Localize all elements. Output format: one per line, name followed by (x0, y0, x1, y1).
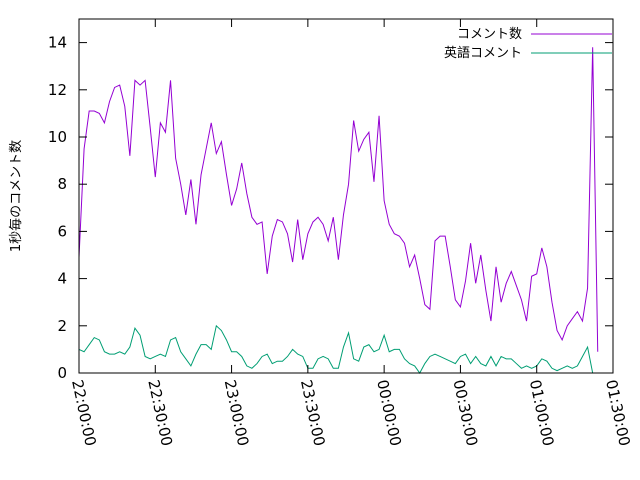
y-tick-label: 0 (57, 364, 67, 382)
y-tick-label: 10 (48, 128, 67, 146)
y-tick-label: 4 (57, 270, 67, 288)
y-tick-label: 2 (57, 317, 67, 335)
x-tick-label: 23:00:00 (221, 378, 253, 448)
series-line-2 (78, 324, 594, 374)
x-tick-label: 01:30:00 (602, 378, 634, 448)
y-tick-label: 8 (57, 175, 67, 193)
legend-label-1: コメント数 (457, 27, 522, 42)
legend-label-2: 英語コメント (444, 45, 522, 61)
x-tick-label: 23:30:00 (297, 378, 329, 448)
series-layer (78, 47, 599, 374)
series-line-1 (78, 47, 599, 352)
y-tick-label: 12 (48, 81, 67, 99)
x-tick-label: 00:30:00 (450, 378, 482, 448)
y-axis-title: 1秒毎のコメント数 (8, 140, 24, 252)
y-tick-label: 6 (57, 222, 67, 240)
axis-layer: 0 2 4 6 8 10 12 14 22:00:00 22:30:00 23:00:00 23:30… (48, 19, 634, 448)
plot-frame (78, 18, 614, 374)
x-tick-label: 00:00:00 (373, 378, 405, 448)
y-tick-label: 14 (48, 34, 67, 52)
x-tick-label: 22:30:00 (144, 378, 176, 448)
x-tick-label: 22:00:00 (68, 378, 100, 448)
x-tick-label: 01:00:00 (526, 378, 558, 448)
